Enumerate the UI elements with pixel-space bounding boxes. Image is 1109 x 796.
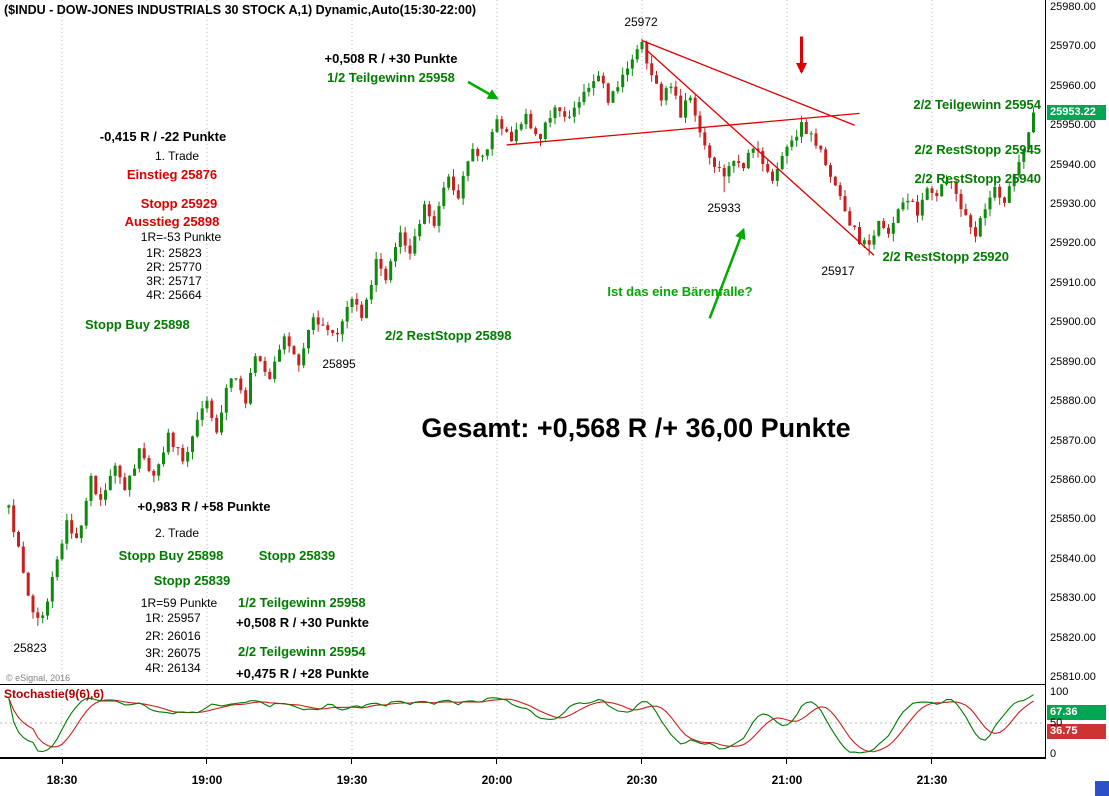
price-axis-label: 25860.00	[1050, 473, 1096, 486]
time-axis-label: 20:00	[481, 773, 513, 787]
chart-annotation[interactable]: Einstieg 25876	[127, 167, 217, 182]
chart-annotation[interactable]: 2. Trade	[155, 526, 199, 540]
stochastic-study-label[interactable]: Stochastie(9(6),6)	[4, 687, 105, 701]
time-tick	[206, 759, 208, 764]
chart-annotation[interactable]: 25972	[624, 15, 658, 29]
time-tick	[931, 759, 933, 764]
chart-title: ($INDU - DOW-JONES INDUSTRIALS 30 STOCK …	[4, 3, 477, 17]
chart-annotation[interactable]: 2/2 Teilgewinn 25954	[238, 644, 366, 659]
price-chart-pane[interactable]: 25972 +0,508 R / +30 Punkte 1/2 Teilgewinn…	[0, 0, 1045, 684]
trendline[interactable]	[506, 112, 860, 146]
price-axis-label: 25940.00	[1050, 158, 1096, 171]
price-axis-label: 25880.00	[1050, 395, 1096, 408]
price-axis-label: 25920.00	[1050, 237, 1096, 250]
chart-annotation[interactable]: 1R: 25957	[145, 611, 201, 625]
last-price-badge: 25953.22	[1047, 105, 1106, 121]
chart-annotation[interactable]: © eSignal, 2016	[6, 673, 70, 683]
price-axis-label: 25970.00	[1050, 40, 1096, 53]
trendline[interactable]	[641, 39, 855, 126]
chart-annotation[interactable]: 3R: 26075	[145, 646, 201, 660]
chart-annotation[interactable]: Ausstieg 25898	[125, 214, 220, 229]
chart-annotation[interactable]: Ist das eine Bärenfalle?	[607, 284, 752, 299]
time-axis-label: 19:30	[336, 773, 368, 787]
candles	[7, 38, 1035, 626]
chart-annotation[interactable]: 2/2 RestStopp 25898	[385, 328, 511, 343]
axis-separator	[1045, 0, 1046, 758]
price-axis-label: 25810.00	[1050, 671, 1096, 683]
time-tick	[351, 759, 353, 764]
price-axis-label: 25840.00	[1050, 552, 1096, 565]
chart-annotation[interactable]: 4R: 25664	[146, 288, 202, 302]
time-axis-label: 19:00	[191, 773, 223, 787]
time-axis-label: 21:30	[916, 773, 948, 787]
stochastic-axis-label: 100	[1050, 686, 1069, 698]
price-axis-label: 25820.00	[1050, 631, 1096, 644]
time-tick	[641, 759, 643, 764]
baerenfalle-arrow[interactable]	[708, 227, 746, 319]
price-axis-label: 25910.00	[1050, 276, 1096, 289]
chart-annotation[interactable]: Gesamt: +0,568 R /+ 36,00 Punkte	[421, 413, 850, 443]
chart-annotation[interactable]: 25917	[821, 264, 855, 278]
chart-annotation[interactable]: 1. Trade	[155, 149, 199, 163]
time-tick	[786, 759, 788, 764]
price-axis-label: 25830.00	[1050, 592, 1096, 605]
price-axis-label: 25890.00	[1050, 355, 1096, 368]
chart-annotation[interactable]: 25895	[322, 357, 356, 371]
chart-annotation[interactable]: +0,983 R / +58 Punkte	[138, 499, 271, 514]
time-axis-label: 20:30	[626, 773, 658, 787]
chart-annotation[interactable]: 1R=59 Punkte	[141, 596, 218, 610]
chart-annotation[interactable]: Stopp 25839	[259, 548, 336, 563]
price-axis-label: 25930.00	[1050, 198, 1096, 211]
time-axis-label: 21:00	[771, 773, 803, 787]
chart-annotation[interactable]: Stopp Buy 25898	[85, 317, 190, 332]
stochastic-pane[interactable]	[0, 684, 1045, 758]
chart-annotation[interactable]: +0,508 R / +30 Punkte	[236, 615, 369, 630]
chart-annotation[interactable]: 1R=-53 Punkte	[141, 230, 222, 244]
chart-annotation[interactable]: Stopp Buy 25898	[119, 548, 224, 563]
price-axis-label: 25960.00	[1050, 79, 1096, 92]
chart-annotation[interactable]: 4R: 26134	[145, 661, 201, 675]
time-tick	[61, 759, 63, 764]
price-axis[interactable]: 25953.22 67.36 36.75 25980.00 25970.00 259…	[1046, 0, 1109, 796]
time-axis[interactable]: 18:30 19:00 19:30 20:00 20:30 21:00 21:30	[0, 758, 1046, 796]
chart-annotation[interactable]: 2/2 RestStopp 25945	[915, 142, 1041, 157]
price-axis-label: 25950.00	[1050, 119, 1096, 132]
trendline[interactable]	[646, 49, 875, 256]
time-tick	[496, 759, 498, 764]
chart-annotation[interactable]: 1/2 Teilgewinn 25958	[327, 70, 455, 85]
chart-annotation[interactable]: Stopp 25929	[141, 196, 218, 211]
chart-annotation[interactable]: +0,508 R / +30 Punkte	[325, 51, 458, 66]
teilgewinn-arrow[interactable]	[467, 80, 499, 100]
price-axis-label: 25850.00	[1050, 513, 1096, 526]
chart-annotation[interactable]: 2/2 RestStopp 25920	[883, 249, 1009, 264]
stochastic-k-badge: 67.36	[1047, 705, 1106, 721]
chart-annotation[interactable]: 25823	[13, 641, 47, 655]
chart-annotation[interactable]: 3R: 25717	[146, 274, 202, 288]
chart-annotation[interactable]: 2R: 26016	[145, 629, 201, 643]
price-axis-label: 25870.00	[1050, 434, 1096, 447]
price-axis-label: 25980.00	[1050, 1, 1096, 13]
stochastic-d-badge: 36.75	[1047, 724, 1106, 740]
chart-annotation[interactable]: -0,415 R / -22 Punkte	[100, 129, 226, 144]
chart-annotation[interactable]: 2/2 RestStopp 25940	[915, 171, 1041, 186]
price-axis-label: 25900.00	[1050, 316, 1096, 329]
chart-annotation[interactable]: +0,475 R / +28 Punkte	[236, 666, 369, 681]
chart-annotation[interactable]: 1R: 25823	[146, 246, 202, 260]
stochastic-axis-label: 50	[1050, 717, 1063, 729]
chart-annotation[interactable]: 25933	[707, 201, 741, 215]
chart-annotation[interactable]: 2/2 Teilgewinn 25954	[913, 97, 1041, 112]
stochastic-axis-label: 0	[1050, 748, 1057, 760]
chart-annotation[interactable]: Stopp 25839	[154, 573, 231, 588]
chart-annotation[interactable]: 1/2 Teilgewinn 25958	[238, 595, 366, 610]
resize-corner[interactable]	[1095, 781, 1109, 796]
time-axis-label: 18:30	[46, 773, 78, 787]
chart-annotation[interactable]: 2R: 25770	[146, 260, 202, 274]
stochastic-k-line	[8, 694, 1034, 754]
